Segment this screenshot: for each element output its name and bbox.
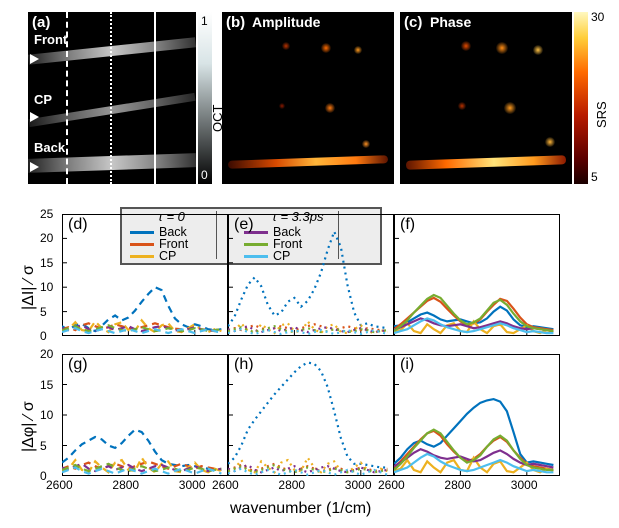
panel-c-phase-image: (c) Phase <box>400 12 572 184</box>
srs-cb-top: 30 <box>591 10 604 24</box>
xlabel: wavenumber (1/cm) <box>230 500 371 518</box>
phase-spot-3 <box>458 102 466 110</box>
amp-spot-5 <box>362 140 370 148</box>
oct-cb-bottom: 0 <box>201 168 208 182</box>
panel-a-vline-dotted <box>110 12 112 184</box>
panel-b-tag: (b) <box>226 14 245 31</box>
ytick-d-10: 10 <box>40 280 53 294</box>
panel-b-title: Amplitude <box>252 14 320 30</box>
oct-colorbar <box>198 12 212 184</box>
panel-a-arrow-cp <box>30 112 39 122</box>
panel-tag-h: (h) <box>234 356 254 374</box>
series-i-Back_t0 <box>394 399 553 465</box>
srs-cb-bottom: 5 <box>591 170 598 184</box>
panel-tag-e: (e) <box>234 216 254 234</box>
ytick-g-20: 20 <box>40 347 53 361</box>
xtick-h-2600: 2600 <box>212 478 239 492</box>
ytick-d-15: 15 <box>40 256 53 270</box>
ytick-g-10: 10 <box>40 408 53 422</box>
panel-b-amplitude-image: (b) Amplitude <box>222 12 394 184</box>
phase-spot-5 <box>545 137 555 147</box>
amp-spot-0 <box>282 42 290 50</box>
oct-cb-top: 1 <box>201 14 208 28</box>
xtick-g-2600: 2600 <box>46 478 73 492</box>
panel-a-label-back: Back <box>34 140 65 155</box>
ytick-d-5: 5 <box>40 305 47 319</box>
xtick-i-2800: 2800 <box>444 478 471 492</box>
xtick-h-2800: 2800 <box>278 478 305 492</box>
panel-c-title: Phase <box>430 14 471 30</box>
panel-a-label-cp: CP <box>34 92 52 107</box>
panel-tag-d: (d) <box>68 216 88 234</box>
series-f-Front_t0 <box>394 298 553 330</box>
amp-spot-3 <box>279 103 285 109</box>
ylabel-top: |ΔI| ∕ σ <box>20 265 38 310</box>
ylabel-bottom: |Δφ| ∕ σ <box>20 401 38 452</box>
series-e-Back_t0 <box>228 232 387 329</box>
panel-a-tag: (a) <box>32 14 50 31</box>
panel-a-arrow-back <box>30 162 39 172</box>
phase-back-band <box>406 155 566 170</box>
oct-back-stripe <box>28 153 196 173</box>
chart-f <box>394 214 560 336</box>
panel-c-tag: (c) <box>404 14 422 31</box>
xtick-i-2600: 2600 <box>378 478 405 492</box>
panel-a-vline-solid <box>154 12 156 184</box>
panel-a-arrow-front <box>30 54 39 64</box>
xtick-g-2800: 2800 <box>112 478 139 492</box>
srs-colorbar <box>574 12 588 184</box>
ytick-d-20: 20 <box>40 231 53 245</box>
panel-tag-i: (i) <box>400 356 414 374</box>
panel-tag-f: (f) <box>400 216 415 234</box>
phase-spot-0 <box>461 41 471 51</box>
xtick-h-3000: 3000 <box>345 478 372 492</box>
amp-spot-4 <box>325 103 335 113</box>
phase-spot-1 <box>496 42 508 54</box>
ytick-d-0: 0 <box>40 329 47 343</box>
phase-spot-4 <box>504 102 516 114</box>
panel-a-oct-image: (a) Front CP Back <box>28 12 196 184</box>
amp-back-band <box>228 155 388 169</box>
series-h-Back_t0 <box>228 363 387 468</box>
ytick-g-15: 15 <box>40 378 53 392</box>
amp-spot-1 <box>321 43 331 53</box>
ytick-g-5: 5 <box>40 439 47 453</box>
xtick-g-3000: 3000 <box>179 478 206 492</box>
phase-spot-2 <box>533 45 543 55</box>
chart-i <box>394 354 560 476</box>
srs-cb-title: SRS <box>594 101 609 128</box>
ytick-d-25: 25 <box>40 207 53 221</box>
ytick-g-0: 0 <box>40 469 47 483</box>
panel-a-label-front: Front <box>34 32 67 47</box>
xtick-i-3000: 3000 <box>511 478 538 492</box>
amp-spot-2 <box>354 46 362 54</box>
panel-tag-g: (g) <box>68 356 88 374</box>
